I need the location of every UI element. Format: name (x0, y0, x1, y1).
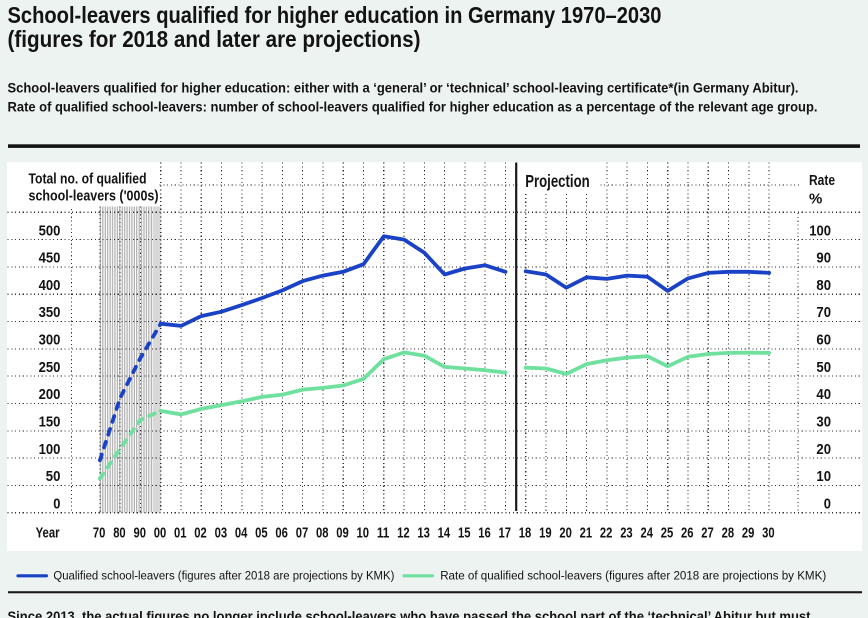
svg-text:12: 12 (397, 525, 410, 541)
svg-text:Projection: Projection (525, 171, 590, 191)
svg-text:40: 40 (816, 387, 831, 403)
svg-text:20: 20 (816, 442, 831, 458)
svg-text:07: 07 (296, 525, 309, 541)
svg-text:00: 00 (154, 525, 167, 541)
svg-text:08: 08 (316, 525, 329, 541)
svg-text:29: 29 (742, 525, 755, 541)
svg-text:School-leavers qualified for h: School-leavers qualified for higher educ… (8, 2, 662, 28)
svg-text:70: 70 (93, 525, 106, 541)
svg-text:450: 450 (39, 251, 61, 267)
svg-text:250: 250 (39, 360, 61, 376)
svg-text:01: 01 (174, 525, 187, 541)
svg-text:27: 27 (701, 525, 714, 541)
svg-text:0: 0 (53, 496, 60, 512)
svg-text:03: 03 (215, 525, 228, 541)
svg-text:100: 100 (809, 223, 831, 239)
svg-text:17: 17 (499, 525, 512, 541)
svg-text:0: 0 (824, 496, 831, 512)
svg-text:200: 200 (39, 387, 61, 403)
svg-text:%: % (809, 191, 822, 208)
svg-text:18: 18 (519, 525, 532, 541)
svg-text:Since 2013, the actual figures: Since 2013, the actual figures no longer… (8, 609, 811, 618)
svg-text:50: 50 (46, 469, 61, 485)
svg-text:School-leavers qualified for h: School-leavers qualified for higher educ… (8, 79, 799, 95)
svg-text:16: 16 (478, 525, 491, 541)
svg-text:60: 60 (816, 333, 831, 349)
svg-text:Qualified school-leavers (figu: Qualified school-leavers (figures after … (53, 569, 394, 583)
svg-text:300: 300 (39, 333, 61, 349)
svg-text:10: 10 (816, 469, 831, 485)
svg-text:Total no. of qualified: Total no. of qualified (29, 171, 147, 188)
svg-text:50: 50 (816, 360, 831, 376)
svg-text:100: 100 (39, 442, 61, 458)
svg-text:28: 28 (722, 525, 735, 541)
svg-text:04: 04 (235, 525, 248, 541)
svg-text:26: 26 (681, 525, 694, 541)
svg-text:20: 20 (559, 525, 572, 541)
svg-text:350: 350 (39, 305, 61, 321)
svg-text:22: 22 (600, 525, 613, 541)
svg-text:21: 21 (580, 525, 593, 541)
svg-text:30: 30 (762, 525, 775, 541)
svg-text:400: 400 (39, 278, 61, 294)
svg-text:90: 90 (816, 251, 831, 267)
svg-text:30: 30 (816, 414, 831, 430)
svg-text:(figures for 2018 and later ar: (figures for 2018 and later are projecti… (8, 26, 421, 52)
svg-text:02: 02 (194, 525, 207, 541)
svg-text:Rate of qualified school-leave: Rate of qualified school-leavers: number… (8, 98, 818, 114)
svg-text:14: 14 (438, 525, 451, 541)
svg-text:23: 23 (620, 525, 633, 541)
svg-text:09: 09 (336, 525, 349, 541)
svg-text:school-leavers ('000s): school-leavers ('000s) (29, 188, 159, 205)
svg-text:Rate of qualified school-leave: Rate of qualified school-leavers (figure… (440, 569, 826, 583)
svg-text:90: 90 (133, 525, 146, 541)
svg-text:500: 500 (39, 223, 61, 239)
svg-text:Year: Year (36, 525, 60, 541)
svg-text:19: 19 (539, 525, 552, 541)
svg-text:11: 11 (377, 525, 390, 541)
svg-text:150: 150 (39, 414, 61, 430)
svg-text:10: 10 (357, 525, 370, 541)
svg-text:80: 80 (113, 525, 126, 541)
svg-text:Rate: Rate (809, 172, 835, 189)
svg-text:15: 15 (458, 525, 471, 541)
svg-text:05: 05 (255, 525, 268, 541)
svg-text:25: 25 (661, 525, 674, 541)
svg-text:13: 13 (417, 525, 430, 541)
svg-text:06: 06 (275, 525, 288, 541)
svg-text:80: 80 (816, 278, 831, 294)
svg-text:70: 70 (816, 305, 831, 321)
svg-text:24: 24 (640, 525, 653, 541)
